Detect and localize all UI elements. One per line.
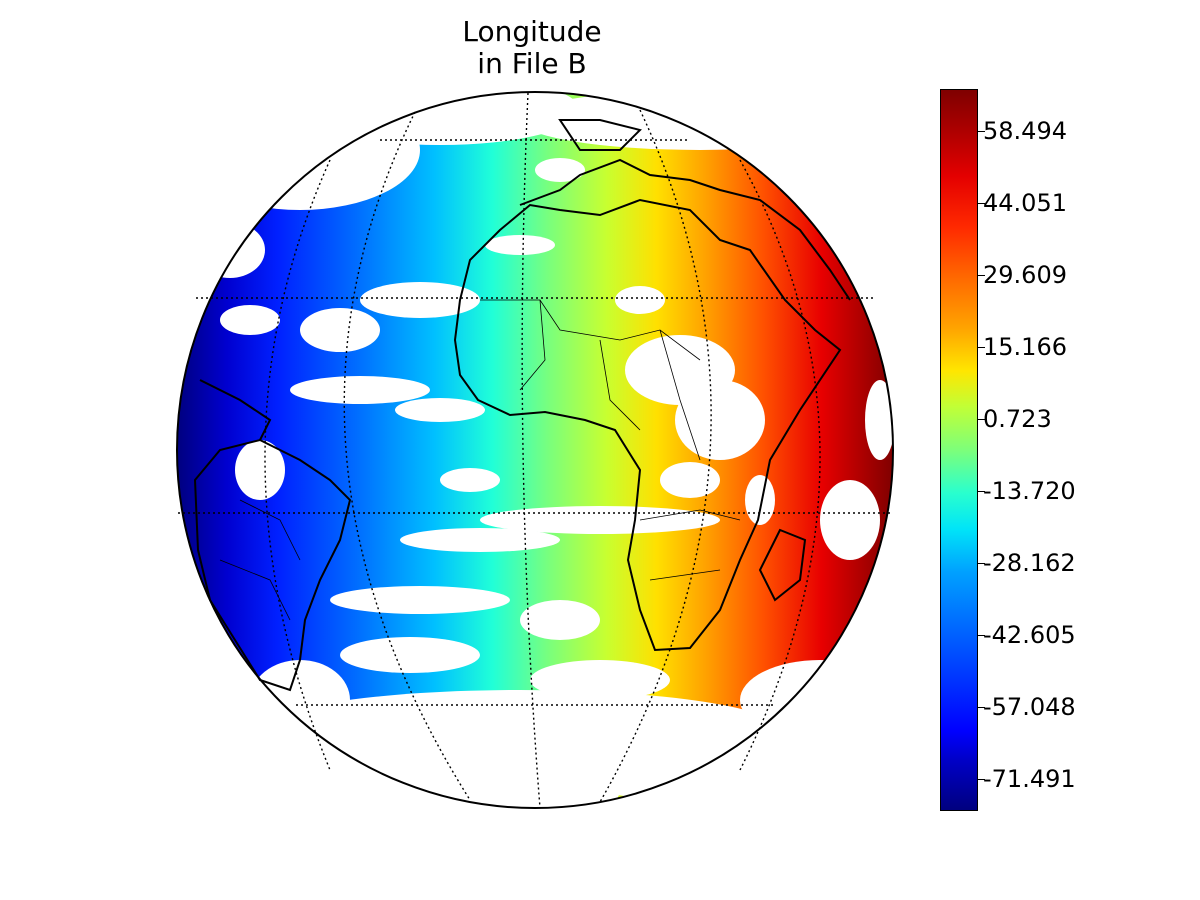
colorbar-tick [977,275,985,277]
country-borders [219,299,741,621]
colorbar-tick-label: -42.605 [983,620,1076,649]
colorbar-tick-label: -13.720 [983,476,1076,505]
graticule [178,92,892,809]
continent-outlines [193,119,851,692]
colorbar [940,89,978,811]
colorbar-tick-label: 44.051 [983,189,1067,218]
colorbar-tick [977,347,985,349]
globe-map [176,91,894,809]
colorbar-tick-label: -71.491 [983,764,1076,793]
colored-data-layer [177,92,893,808]
title-line-1: Longitude [462,15,602,48]
colorbar-tick [977,131,985,133]
colorbar-tick [977,706,985,708]
colorbar-tick-label: 15.166 [983,333,1067,362]
colorbar-tick-label: 29.609 [983,261,1067,290]
title-line-2: in File B [477,47,587,80]
colorbar-tick [977,634,985,636]
colorbar-tick [977,203,985,205]
colorbar-tick [977,419,985,420]
map-title: Longitude in File B [382,16,682,80]
colorbar-tick-label: 58.494 [983,117,1067,146]
colorbar-tick [977,562,985,564]
colorbar-tick [977,778,985,780]
colorbar-tick-label: -57.048 [983,692,1076,721]
colorbar-tick-label: 0.723 [983,405,1052,433]
colorbar-tick [977,490,985,492]
colorbar-tick-label: -28.162 [983,548,1076,577]
globe-boundary [176,91,894,809]
